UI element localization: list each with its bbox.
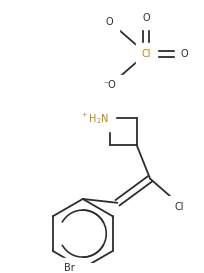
Text: Cl: Cl: [141, 49, 150, 59]
Text: $^+$H$_2$N: $^+$H$_2$N: [80, 111, 109, 126]
Text: O: O: [142, 13, 149, 23]
Text: O: O: [105, 17, 113, 27]
Text: Cl: Cl: [173, 202, 183, 212]
Text: O: O: [180, 49, 188, 59]
Text: Br: Br: [64, 263, 75, 273]
Text: ⁻O: ⁻O: [103, 80, 115, 90]
